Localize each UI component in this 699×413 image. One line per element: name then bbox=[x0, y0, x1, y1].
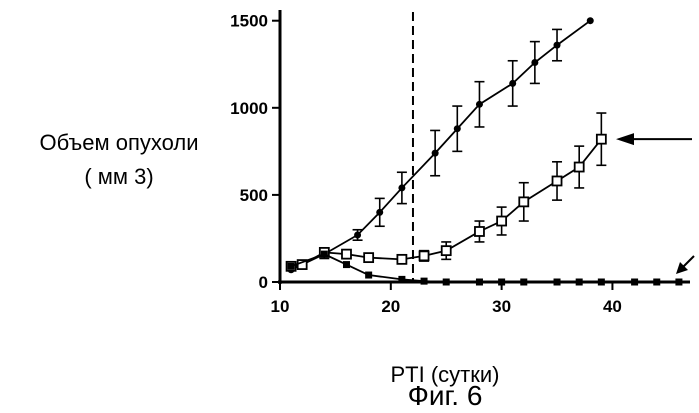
data-point bbox=[442, 246, 451, 255]
data-point bbox=[432, 150, 439, 157]
data-point bbox=[554, 42, 561, 49]
data-point bbox=[519, 197, 528, 206]
data-point bbox=[398, 184, 405, 191]
axes bbox=[278, 10, 690, 284]
data-point bbox=[509, 80, 516, 87]
y-tick-label: 0 bbox=[259, 273, 268, 292]
data-point bbox=[364, 253, 373, 262]
data-point bbox=[288, 263, 295, 270]
data-point bbox=[531, 59, 538, 66]
data-point bbox=[597, 135, 606, 144]
data-point bbox=[553, 176, 562, 185]
series-line bbox=[291, 21, 590, 270]
y-axis-label-line1: Объем опухоли bbox=[0, 130, 238, 156]
data-point bbox=[376, 209, 383, 216]
data-point bbox=[454, 125, 461, 132]
data-point bbox=[354, 231, 361, 238]
y-tick-label: 1500 bbox=[230, 12, 268, 31]
y-axis-label-line2: ( мм 3) bbox=[0, 164, 238, 190]
data-point bbox=[397, 255, 406, 264]
arrow-head bbox=[616, 133, 634, 145]
figure-caption: Фиг. 6 bbox=[280, 380, 610, 412]
data-point bbox=[420, 251, 429, 260]
data-point bbox=[365, 272, 372, 279]
data-point bbox=[476, 101, 483, 108]
x-tick-label: 20 bbox=[381, 297, 400, 316]
data-point bbox=[575, 163, 584, 172]
x-tick-label: 30 bbox=[492, 297, 511, 316]
y-tick-label: 1000 bbox=[230, 99, 268, 118]
data-point bbox=[321, 251, 328, 258]
data-point bbox=[587, 17, 594, 24]
data-point bbox=[342, 250, 351, 259]
x-tick-label: 40 bbox=[603, 297, 622, 316]
annotation-arrows bbox=[616, 133, 694, 274]
x-tick-label: 10 bbox=[271, 297, 290, 316]
data-point bbox=[343, 261, 350, 268]
data-point bbox=[475, 227, 484, 236]
y-tick-label: 500 bbox=[240, 186, 268, 205]
plot-series bbox=[287, 17, 683, 285]
data-point bbox=[497, 217, 506, 226]
